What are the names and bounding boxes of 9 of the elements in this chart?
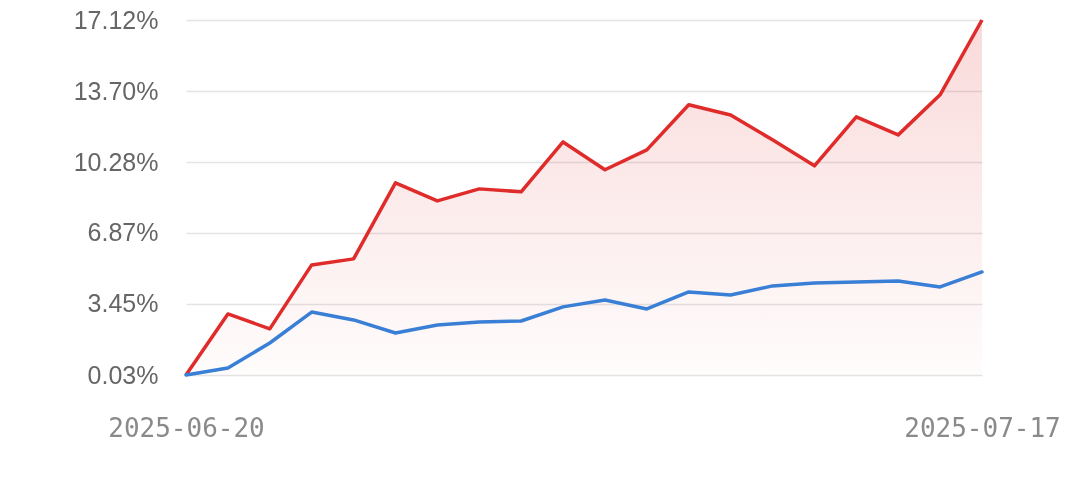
y-tick-label: 3.45%: [87, 289, 159, 318]
line-series: [184, 270, 984, 377]
y-tick-label: 13.70%: [73, 76, 159, 105]
y-tick-label: 10.28%: [73, 147, 159, 176]
y-tick-label: 6.87%: [87, 218, 159, 247]
y-tick-label: 17.12%: [73, 5, 159, 34]
x-tick-label: 2025-06-20: [108, 412, 265, 443]
y-tick-label: 0.03%: [87, 360, 159, 389]
x-tick-label: 2025-07-17: [904, 412, 1061, 443]
